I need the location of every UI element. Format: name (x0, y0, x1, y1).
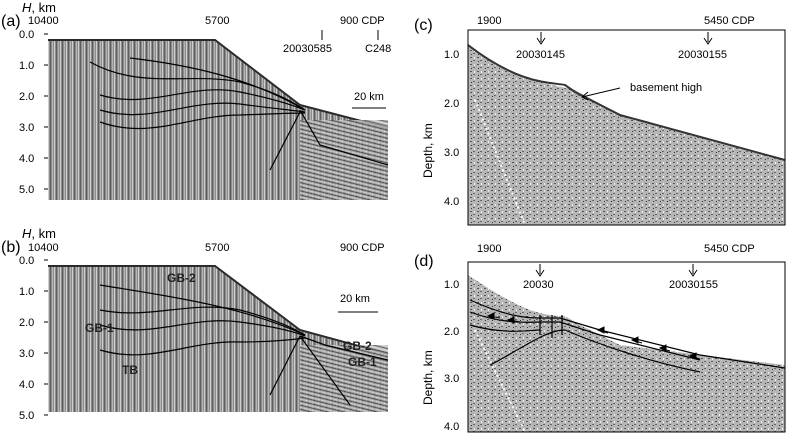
panel-b-axis-title: H, km (22, 226, 56, 241)
panel-d-ytick: 4.0 (444, 421, 459, 433)
panel-d-dotted-fault (474, 329, 526, 433)
panel-b-horizons (99, 284, 389, 406)
panel-c-callout-arrow (581, 87, 621, 101)
panel-a-label: (a) (1, 13, 21, 30)
panel-d-xtick-1900: 1900 (477, 243, 501, 255)
panel-c-frame (467, 29, 786, 226)
panel-b-xtick-10400: 10400 (28, 242, 59, 254)
panel-a-annotation-c248: C248 (365, 43, 391, 55)
panel-a-xtick-5700: 5700 (205, 15, 229, 27)
panel-d: (d) 1900 5450 CDP Depth, km 1.0 2.0 3.0 … (414, 243, 786, 433)
panel-c-ytick: 4.0 (444, 196, 459, 208)
panel-b-ytick: 1.0 (19, 286, 34, 298)
panel-c-annotation-arrow (703, 32, 713, 45)
panel-c-ytick: 1.0 (444, 49, 459, 61)
panel-c-callout-basement-high: basement high (630, 82, 702, 94)
panel-a-ytick-marks (44, 33, 48, 190)
panel-a-slope-reflectors (300, 120, 388, 200)
panel-c-y-label: Depth, km (421, 123, 435, 178)
panel-a-ytick: 4.0 (19, 153, 34, 165)
panel-a-horizons (89, 57, 389, 171)
panel-c-annotation-20030155: 20030155 (678, 49, 727, 61)
panel-b-label-gb1: GB-1 (85, 321, 114, 335)
panel-c-seismic-section (468, 45, 785, 225)
panel-a-xtick-10400: 10400 (28, 15, 59, 27)
panel-d-annotation-20030: 20030 (523, 279, 554, 291)
panel-a-xtick-900: 900 CDP (340, 15, 385, 27)
panel-c-annotation-arrow (536, 32, 546, 45)
panel-b-ytick-marks (44, 259, 48, 416)
panel-b-label-gb1-right: GB-1 (348, 355, 377, 369)
panel-a: (a) H, km 10400 5700 900 CDP 0.0 1.0 2.0… (1, 0, 391, 204)
panel-b-label: (b) (1, 239, 21, 256)
panel-d-y-label: Depth, km (421, 350, 435, 405)
panel-b-label-gb2-right: GB-2 (343, 339, 372, 353)
panel-a-annotation-20030585: 20030585 (283, 43, 332, 55)
panel-a-ytick: 3.0 (19, 122, 34, 134)
panel-b-xtick-900: 900 CDP (340, 242, 385, 254)
panel-d-ytick: 3.0 (444, 373, 459, 385)
panel-c-ytick: 3.0 (444, 147, 459, 159)
panel-d-xtick-5450: 5450 CDP (704, 243, 755, 255)
panel-b-scale-bar-label: 20 km (340, 293, 370, 305)
panel-d-annotation-arrow (535, 264, 545, 277)
panel-a-seafloor (48, 39, 389, 129)
panel-b: (b) H, km 10400 5700 900 CDP 0.0 1.0 2.0… (1, 226, 389, 422)
panel-a-ytick: 5.0 (19, 184, 34, 196)
panel-d-label: (d) (414, 253, 434, 270)
panel-a-ytick: 2.0 (19, 91, 34, 103)
panel-d-annotation-20030155: 20030155 (669, 279, 718, 291)
panel-a-axis-title: H, km (22, 0, 56, 15)
panel-d-annotation-arrow (688, 264, 698, 277)
panel-b-ytick: 2.0 (19, 317, 34, 329)
panel-a-ytick: 1.0 (19, 60, 34, 72)
panel-c-ytick: 2.0 (444, 98, 459, 110)
panel-d-frame (467, 261, 786, 433)
panel-b-label-tb: TB (122, 363, 138, 377)
panel-b-label-gb2: GB-2 (167, 271, 196, 285)
panel-a-ytick: 0.0 (19, 29, 34, 41)
panel-c-seafloor (467, 44, 786, 161)
panel-b-xtick-5700: 5700 (205, 242, 229, 254)
panel-b-ytick: 5.0 (19, 410, 34, 422)
panel-c-xtick-5450: 5450 CDP (704, 15, 755, 27)
panel-d-ytick: 1.0 (444, 279, 459, 291)
panel-b-ytick: 4.0 (19, 379, 34, 391)
panel-b-seafloor (48, 265, 389, 355)
panel-d-arrows (486, 312, 701, 360)
panel-d-horizons (469, 299, 786, 373)
panel-c-xtick-1900: 1900 (477, 15, 501, 27)
panel-b-ytick: 3.0 (19, 348, 34, 360)
panel-c-label: (c) (414, 17, 433, 34)
panel-a-scale-bar-label: 20 km (354, 91, 384, 103)
panel-c: (c) 1900 5450 CDP Depth, km 1.0 2.0 3.0 … (414, 15, 786, 226)
panel-c-annotation-20030145: 20030145 (516, 49, 565, 61)
panel-b-ytick: 0.0 (19, 255, 34, 267)
panel-d-ytick: 2.0 (444, 326, 459, 338)
